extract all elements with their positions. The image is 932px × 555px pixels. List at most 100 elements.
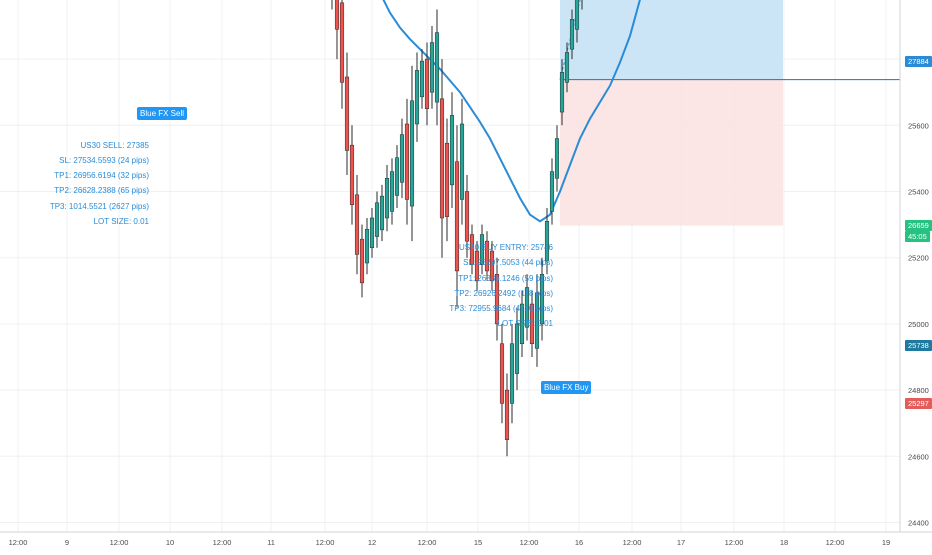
sl-zone xyxy=(560,79,783,226)
candle xyxy=(559,59,565,126)
candle xyxy=(429,26,435,109)
candle xyxy=(354,174,360,275)
tp-zone-filled xyxy=(560,0,783,80)
candle-body xyxy=(479,234,485,265)
candle xyxy=(509,323,515,424)
candle-body xyxy=(334,0,340,30)
x-tick-label: 15 xyxy=(474,538,482,547)
candle-body xyxy=(379,195,385,231)
candle-body xyxy=(359,238,365,284)
current-price-tag: 26659 xyxy=(905,220,932,231)
candle xyxy=(439,59,445,258)
x-tick-label: 12:00 xyxy=(826,538,845,547)
candle-body xyxy=(524,287,530,328)
candle xyxy=(449,92,455,209)
tp-price-tag: 27884 xyxy=(905,56,932,67)
buy-annotation-line-1: US30 BUY ENTRY: 25746 xyxy=(459,243,553,252)
candle-body xyxy=(554,138,560,179)
moving-average-layer xyxy=(382,0,641,223)
countdown-tag: 45:05 xyxy=(905,231,930,242)
candle xyxy=(524,274,530,341)
candle-body xyxy=(459,123,465,200)
candle-body xyxy=(529,303,535,345)
x-tick-label: 10 xyxy=(166,538,174,547)
candle-body xyxy=(369,217,375,249)
candle-body xyxy=(349,144,355,205)
candle xyxy=(484,231,490,281)
y-tick-label: 25400 xyxy=(908,188,929,197)
x-tick-label: 12 xyxy=(368,538,376,547)
x-tick-label: 12:00 xyxy=(213,538,232,547)
candle-body xyxy=(434,32,440,103)
candle xyxy=(394,145,400,209)
x-tick-label: 18 xyxy=(780,538,788,547)
x-tick-label: 12:00 xyxy=(725,538,744,547)
buy-signal-flag[interactable]: Blue FX Buy xyxy=(541,381,592,394)
moving-average-line xyxy=(382,0,641,223)
candle-body xyxy=(564,52,570,83)
sell-signal-flag[interactable]: Blue FX Sell xyxy=(137,107,188,120)
candle xyxy=(504,373,510,457)
candle-body xyxy=(489,250,495,282)
sell-annotation-line-2: SL: 27534.5593 (24 pips) xyxy=(59,156,149,165)
candle xyxy=(544,208,550,275)
candle xyxy=(331,0,333,10)
candle-body xyxy=(424,58,430,109)
candle-body xyxy=(544,221,550,262)
candle-body xyxy=(574,0,580,30)
x-tick-label: 12:00 xyxy=(316,538,335,547)
candle-body xyxy=(474,250,480,282)
x-tick-label: 12:00 xyxy=(9,538,28,547)
y-tick-label: 24600 xyxy=(908,452,929,461)
candle xyxy=(554,125,560,192)
x-tick-label: 19 xyxy=(882,538,890,547)
candle-body xyxy=(499,343,505,404)
x-tick-label: 12:00 xyxy=(110,538,129,547)
candle xyxy=(404,98,410,225)
candle xyxy=(369,208,375,258)
y-tick-label: 24400 xyxy=(908,519,929,528)
y-axis: 2440024600248002500025200254002560025800… xyxy=(899,0,929,532)
candle-body xyxy=(429,42,435,93)
candle-body xyxy=(394,157,400,196)
candle xyxy=(334,0,340,60)
x-axis: 12:00 9 12:00 10 12:00 11 12:00 12 12:00 15 12:00 1… xyxy=(0,531,932,547)
candle-body xyxy=(419,60,425,98)
candle-body xyxy=(464,191,470,242)
sell-annotation-line-1: US30 SELL: 27385 xyxy=(80,141,150,150)
x-tick-label: 11 xyxy=(267,538,275,547)
candle-body xyxy=(439,98,445,219)
candles-layer xyxy=(331,0,583,457)
buy-annotation-line-6: LOT SIZE: 0.01 xyxy=(497,319,553,328)
candle-body xyxy=(409,100,415,207)
candle xyxy=(564,42,570,93)
x-tick-label: 16 xyxy=(575,538,583,547)
candle-body xyxy=(364,228,370,264)
candle-body xyxy=(559,72,565,113)
x-tick-label: 17 xyxy=(677,538,685,547)
candle xyxy=(569,9,575,60)
candle-body xyxy=(344,76,350,151)
candle xyxy=(454,125,460,308)
candle-body xyxy=(549,171,555,212)
candle xyxy=(464,174,470,258)
candle xyxy=(514,307,520,391)
y-tick-label: 25200 xyxy=(908,254,929,263)
candle-body xyxy=(414,70,420,125)
candle xyxy=(419,49,425,109)
candle xyxy=(409,65,415,242)
candle xyxy=(539,257,545,341)
x-tick-label: 9 xyxy=(65,538,69,547)
candle-body xyxy=(384,178,390,219)
candle xyxy=(519,290,525,357)
candle xyxy=(499,323,505,424)
position-zones xyxy=(559,0,900,226)
candle xyxy=(374,191,380,248)
candle-body xyxy=(539,274,545,325)
candle xyxy=(399,118,405,199)
y-tick-label: 25600 xyxy=(908,121,929,130)
sell-annotation-line-3: TP1: 26956.6194 (32 pips) xyxy=(54,171,149,180)
candle-body xyxy=(454,161,460,272)
